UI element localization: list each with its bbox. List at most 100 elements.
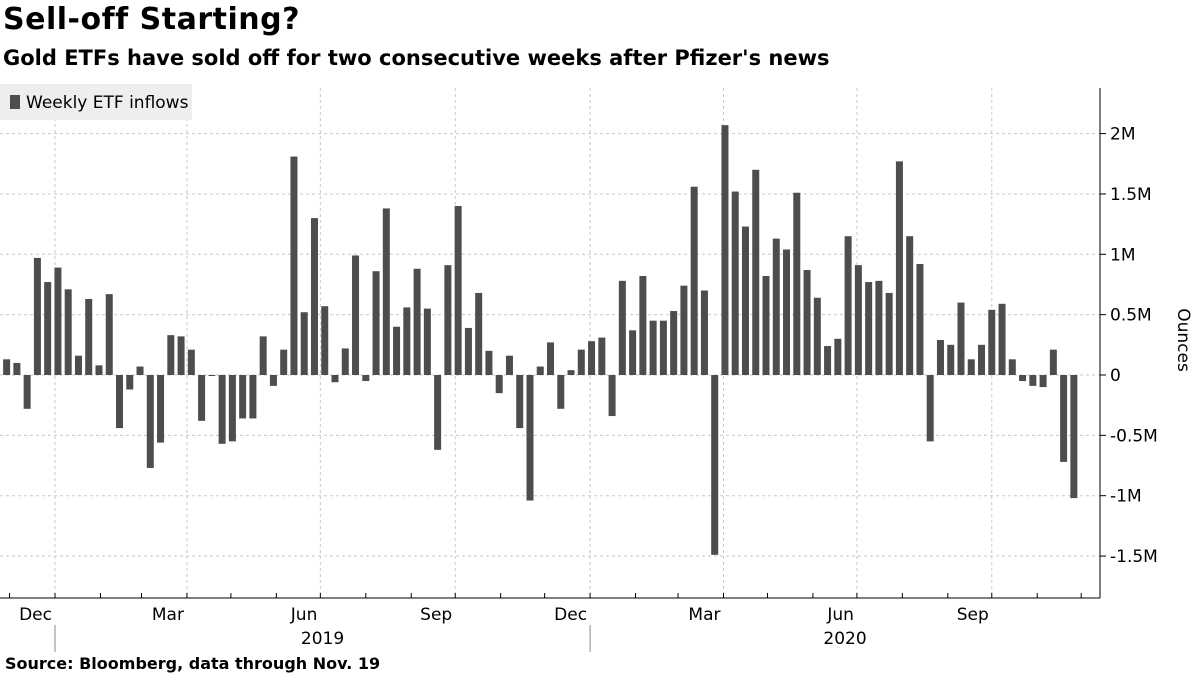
bar bbox=[464, 327, 472, 375]
bar bbox=[998, 303, 1006, 375]
legend: Weekly ETF inflows bbox=[0, 84, 192, 120]
bar bbox=[618, 280, 626, 375]
bar bbox=[1039, 375, 1047, 388]
bar bbox=[752, 169, 760, 375]
bar bbox=[711, 375, 719, 555]
bar bbox=[64, 289, 72, 375]
bar bbox=[239, 375, 247, 419]
bar bbox=[793, 192, 801, 375]
bar bbox=[936, 339, 944, 375]
x-tick-label: Mar bbox=[688, 605, 720, 625]
bar bbox=[382, 208, 390, 375]
bar bbox=[423, 308, 431, 375]
bar bbox=[1008, 359, 1016, 375]
bar bbox=[74, 355, 82, 375]
source-note: Source: Bloomberg, data through Nov. 19 bbox=[5, 654, 381, 673]
bar bbox=[854, 265, 862, 375]
bar bbox=[505, 355, 513, 375]
bar bbox=[352, 255, 360, 375]
bar bbox=[177, 336, 185, 375]
x-tick-label: Dec bbox=[554, 605, 587, 625]
bar bbox=[1029, 375, 1037, 386]
bar bbox=[772, 238, 780, 375]
legend-box bbox=[0, 84, 192, 120]
bar bbox=[690, 186, 698, 375]
bar bbox=[639, 276, 647, 375]
bar bbox=[105, 294, 113, 375]
bar bbox=[680, 285, 688, 375]
y-tick-label: -1.5M bbox=[1110, 547, 1158, 567]
y-tick-label: 0.5M bbox=[1110, 306, 1152, 326]
bar bbox=[290, 156, 298, 375]
bar bbox=[967, 359, 975, 375]
bar bbox=[3, 359, 11, 375]
bar bbox=[813, 297, 821, 375]
chart-subtitle: Gold ETFs have sold off for two consecut… bbox=[3, 46, 830, 70]
y-tick-label: 2M bbox=[1110, 125, 1135, 145]
bar bbox=[1049, 349, 1057, 375]
bar bbox=[300, 312, 308, 375]
y-tick-label: 1.5M bbox=[1110, 185, 1152, 205]
bar bbox=[116, 375, 124, 429]
y-tick-label: -0.5M bbox=[1110, 426, 1158, 446]
bar bbox=[1070, 375, 1078, 499]
bar bbox=[721, 125, 729, 375]
bar bbox=[516, 375, 524, 429]
bar bbox=[218, 375, 226, 444]
bar bbox=[310, 218, 318, 375]
bar bbox=[321, 306, 329, 375]
bar bbox=[885, 292, 893, 375]
bar bbox=[341, 348, 349, 375]
x-tick-label: Dec bbox=[19, 605, 52, 625]
legend-label: Weekly ETF inflows bbox=[26, 93, 189, 113]
bar bbox=[926, 375, 934, 442]
bar bbox=[228, 375, 236, 442]
bar bbox=[259, 336, 267, 375]
bar bbox=[198, 375, 206, 421]
bar bbox=[649, 320, 657, 375]
bar bbox=[875, 280, 883, 375]
x-tick-label: Sep bbox=[420, 605, 452, 625]
bar bbox=[557, 375, 565, 409]
bar bbox=[13, 362, 21, 375]
bar bbox=[475, 292, 483, 375]
bar bbox=[547, 342, 555, 375]
y-axis-label: Ounces bbox=[1173, 308, 1193, 372]
bar bbox=[393, 326, 401, 375]
bar bbox=[444, 265, 452, 375]
bar bbox=[54, 267, 62, 375]
bar bbox=[331, 375, 339, 383]
bar bbox=[844, 236, 852, 375]
bar bbox=[157, 375, 165, 443]
bar bbox=[44, 282, 52, 375]
bar bbox=[85, 298, 93, 375]
y-tick-label: 1M bbox=[1110, 245, 1135, 265]
y-tick-label: -1M bbox=[1110, 487, 1142, 507]
bar bbox=[1060, 375, 1068, 462]
bar bbox=[536, 366, 544, 375]
bar bbox=[659, 320, 667, 375]
x-tick-label: Mar bbox=[152, 605, 184, 625]
bar bbox=[906, 236, 914, 375]
bar bbox=[454, 206, 462, 375]
bar bbox=[598, 337, 606, 375]
chart-title: Sell-off Starting? bbox=[3, 2, 300, 37]
bar bbox=[23, 375, 31, 409]
x-tick-label: Jun bbox=[826, 605, 854, 625]
bar bbox=[783, 249, 791, 375]
bar bbox=[567, 370, 575, 375]
bar bbox=[762, 276, 770, 375]
bar bbox=[413, 268, 421, 375]
bar bbox=[280, 349, 288, 375]
bar bbox=[269, 375, 277, 386]
x-tick-label: Sep bbox=[957, 605, 989, 625]
bar bbox=[362, 375, 370, 382]
bar bbox=[403, 307, 411, 375]
bar bbox=[947, 344, 955, 375]
bar bbox=[865, 282, 873, 375]
bar bbox=[126, 375, 134, 390]
bar bbox=[495, 375, 503, 394]
bar bbox=[249, 375, 257, 419]
bar bbox=[700, 290, 708, 375]
